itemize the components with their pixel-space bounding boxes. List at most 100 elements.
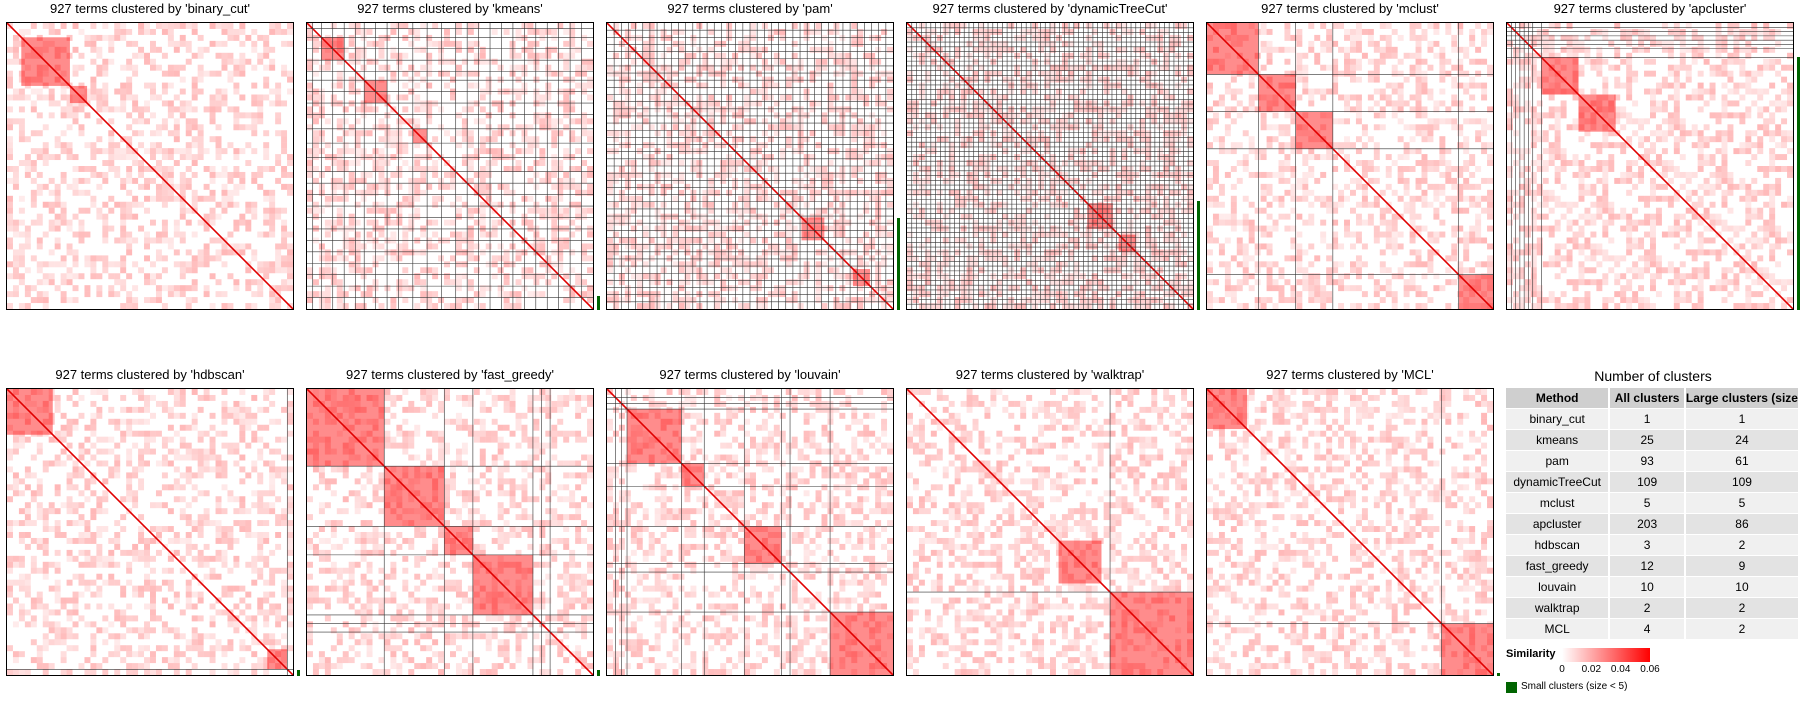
heatmap-cell (55, 196, 61, 202)
heatmap-cell (839, 220, 845, 226)
heatmap-cell (504, 273, 510, 279)
heatmap-cell (31, 196, 37, 202)
heatmap-cell (114, 291, 120, 297)
heatmap-cell (432, 202, 438, 208)
heatmap-cell (1445, 118, 1451, 124)
heatmap-cell (581, 208, 587, 214)
heatmap-cell (287, 29, 293, 35)
heatmap-cell (239, 65, 245, 71)
heatmap-cell (126, 41, 132, 47)
heatmap-cell (379, 202, 385, 208)
heatmap-cell (43, 232, 49, 238)
heatmap-cell (168, 71, 174, 77)
heatmap-cell (625, 95, 631, 101)
heatmap-cell (420, 267, 426, 273)
heatmap-cell (174, 65, 180, 71)
heatmap-cell (438, 53, 444, 59)
heatmap-cell (919, 142, 925, 148)
heatmap-cell (1056, 285, 1062, 291)
heatmap-cell (943, 273, 949, 279)
heatmap-cell (1380, 124, 1386, 130)
heatmap-cell (1410, 124, 1416, 130)
heatmap-cell (1451, 47, 1457, 53)
heatmap-cell (1284, 35, 1290, 41)
heatmap-cell (126, 83, 132, 89)
heatmap-cell (61, 130, 67, 136)
heatmap-cell (210, 196, 216, 202)
heatmap-cell (1225, 112, 1231, 118)
heatmap-cell (1427, 23, 1433, 29)
heatmap-cell (533, 29, 539, 35)
heatmap-cell (1356, 29, 1362, 35)
heatmap-cell (61, 106, 67, 112)
heatmap-cell (1433, 160, 1439, 166)
heatmap-cell (533, 41, 539, 47)
heatmap-cell (275, 243, 281, 249)
heatmap-cell (714, 53, 720, 59)
heatmap-cell (1344, 166, 1350, 172)
heatmap-cell (1481, 41, 1487, 47)
heatmap-cell (414, 100, 420, 106)
heatmap-cell (67, 279, 73, 285)
heatmap-cell (1416, 47, 1422, 53)
heatmap-cell (1439, 59, 1445, 65)
heatmap-cell (251, 172, 257, 178)
heatmap-cell (7, 178, 13, 184)
heatmap-cell (468, 83, 474, 89)
heatmap-cell (61, 95, 67, 101)
heatmap-cell (492, 130, 498, 136)
heatmap-cell (162, 226, 168, 232)
heatmap-cell (96, 100, 102, 106)
heatmap-cell (307, 29, 313, 35)
heatmap-cell (527, 148, 533, 154)
heatmap-cell (192, 154, 198, 160)
heatmap-cell (319, 130, 325, 136)
heatmap-cell (444, 303, 450, 309)
heatmap-cell (839, 166, 845, 172)
heatmap-cell (527, 23, 533, 29)
heatmap-cell (31, 220, 37, 226)
heatmap-cell (990, 285, 996, 291)
heatmap-cell (132, 118, 138, 124)
heatmap-cell (619, 238, 625, 244)
heatmap-cell (545, 83, 551, 89)
heatmap-cell (337, 279, 343, 285)
heatmap-cell (180, 23, 186, 29)
heatmap-cell (1261, 41, 1267, 47)
heatmap-cell (1416, 83, 1422, 89)
heatmap-cell (1416, 130, 1422, 136)
heatmap-cell (1398, 35, 1404, 41)
heatmap-cell (798, 184, 804, 190)
heatmap-cell (281, 279, 287, 285)
heatmap-cell (132, 261, 138, 267)
heatmap-cell (102, 202, 108, 208)
heatmap-cell (619, 130, 625, 136)
heatmap-cell (102, 172, 108, 178)
heatmap-cell (1487, 178, 1493, 184)
heatmap-cell (192, 136, 198, 142)
heatmap-cell (1175, 220, 1181, 226)
heatmap-cell (851, 89, 857, 95)
heatmap-cell (887, 202, 893, 208)
heatmap-cell (73, 249, 79, 255)
heatmap-cell (1032, 297, 1038, 303)
heatmap-cell (96, 172, 102, 178)
heatmap-cell (575, 148, 581, 154)
heatmap-cell (281, 130, 287, 136)
heatmap-cell (581, 65, 587, 71)
heatmap-cell (396, 291, 402, 297)
heatmap-cell (263, 196, 269, 202)
heatmap-cell (990, 154, 996, 160)
heatmap-cell (1038, 297, 1044, 303)
heatmap-cell (1326, 65, 1332, 71)
heatmap-cell (833, 220, 839, 226)
heatmap-cell (1231, 166, 1237, 172)
heatmap-cell (732, 255, 738, 261)
heatmap-cell (307, 59, 313, 65)
heatmap-cell (120, 83, 126, 89)
heatmap-cell (468, 154, 474, 160)
heatmap-cell (168, 285, 174, 291)
heatmap-cell (798, 124, 804, 130)
heatmap-cell (607, 214, 613, 220)
heatmap-cell (1404, 124, 1410, 130)
